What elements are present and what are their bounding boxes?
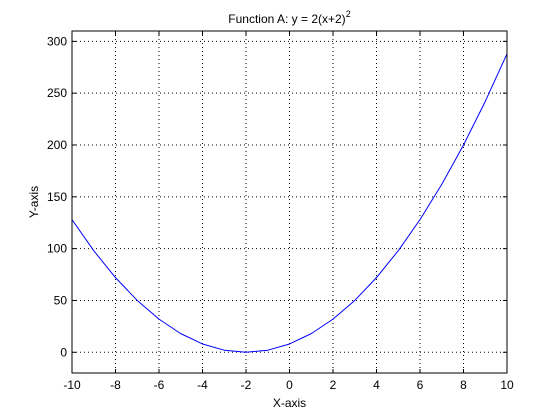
y-axis-label: Y-axis: [27, 186, 41, 218]
x-axis-label: X-axis: [273, 396, 306, 410]
x-tick-label: 6: [417, 378, 424, 392]
plot-area: [72, 31, 507, 373]
grid: [72, 31, 507, 373]
y-tick-label: 200: [47, 138, 67, 152]
series-lines: [71, 53, 508, 353]
x-tick-label: -4: [197, 378, 208, 392]
y-tick-label: 50: [54, 293, 68, 307]
x-tick-label: 4: [373, 378, 380, 392]
y-tick-label: 250: [47, 86, 67, 100]
x-tick-label: -8: [110, 378, 121, 392]
x-tick-label: 2: [330, 378, 337, 392]
x-tick-label: -2: [241, 378, 252, 392]
chart-title-superscript: 2: [346, 9, 351, 19]
x-tick-label: 8: [460, 378, 467, 392]
y-tick-label: 100: [47, 242, 67, 256]
y-tick-labels: 0 50 100 150 200 250 300: [47, 34, 67, 359]
x-tick-labels: -10 -8 -6 -4 -2 0 2 4 6 8 10: [63, 378, 514, 392]
x-tick-label: 10: [500, 378, 514, 392]
y-tick-label: 300: [47, 34, 67, 48]
x-tick-label: -10: [63, 378, 81, 392]
ticks: [71, 31, 508, 373]
x-tick-label: -6: [154, 378, 165, 392]
chart-title-main: Function A: y = 2(x+2): [228, 12, 345, 26]
series-line: [71, 53, 508, 353]
y-tick-label: 150: [47, 190, 67, 204]
y-tick-label: 0: [60, 345, 67, 359]
chart-title: Function A: y = 2(x+2)2: [228, 9, 350, 26]
x-tick-label: 0: [286, 378, 293, 392]
